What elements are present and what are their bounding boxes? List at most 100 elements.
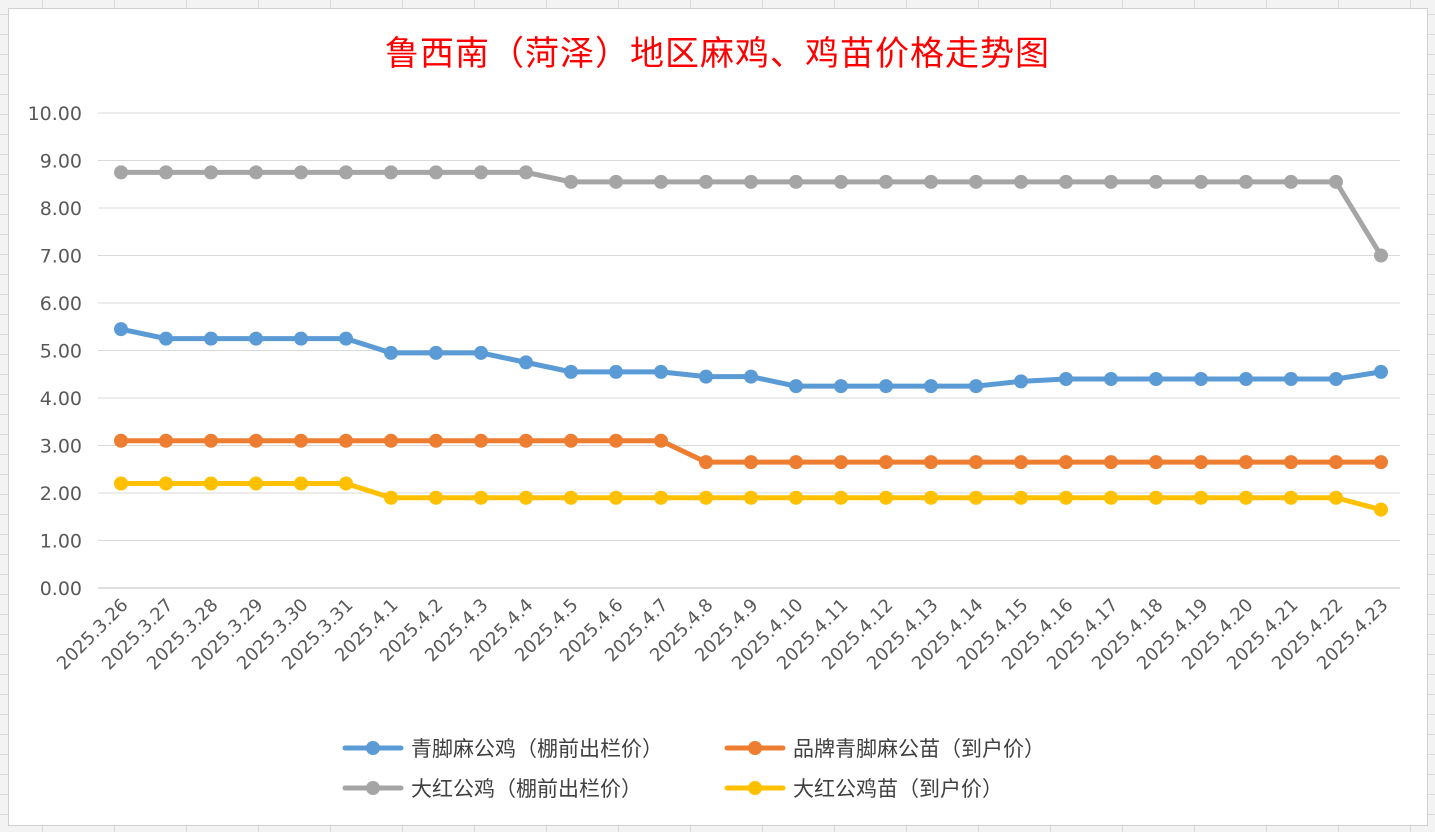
series-2-point bbox=[789, 455, 803, 470]
series-3-point bbox=[744, 174, 758, 189]
series-4-point bbox=[879, 490, 893, 505]
series-3-point bbox=[159, 165, 173, 180]
y-tick-label: 4.00 bbox=[40, 388, 82, 410]
series-1-point bbox=[654, 364, 668, 379]
series-4-point bbox=[1329, 490, 1343, 505]
series-1-point bbox=[1104, 372, 1118, 386]
series-3-point bbox=[519, 165, 533, 180]
series-1-point bbox=[744, 369, 758, 384]
series-3-point bbox=[609, 174, 623, 189]
series-1-point bbox=[1239, 372, 1253, 386]
series-2-point bbox=[249, 433, 263, 448]
series-1-point bbox=[294, 331, 308, 346]
series-1-point bbox=[384, 345, 398, 360]
series-3-point bbox=[1284, 174, 1298, 189]
series-4-point bbox=[1374, 502, 1388, 517]
series-4-point bbox=[654, 490, 668, 505]
series-2-point bbox=[879, 455, 893, 470]
y-tick-label: 5.00 bbox=[40, 341, 82, 363]
series-4-point bbox=[294, 476, 308, 491]
series-2-point bbox=[1194, 455, 1208, 470]
series-1-point bbox=[159, 331, 173, 346]
series-1-point bbox=[429, 345, 443, 360]
series-1-point bbox=[834, 379, 848, 394]
series-3-point bbox=[1239, 174, 1253, 189]
series-2-point bbox=[699, 455, 713, 470]
series-4-point bbox=[1284, 490, 1298, 505]
series-4-point bbox=[1059, 490, 1073, 505]
series-1-point bbox=[969, 379, 983, 394]
series-2-point bbox=[429, 433, 443, 448]
series-2-point bbox=[564, 433, 578, 448]
series-3-point bbox=[384, 165, 398, 180]
series-2-point bbox=[1059, 455, 1073, 470]
series-4-point bbox=[474, 490, 488, 505]
series-3-point bbox=[654, 174, 668, 189]
legend-label: 品牌青脚麻公苗（到户价） bbox=[793, 737, 1045, 761]
series-2-point bbox=[1284, 455, 1298, 470]
series-1-point bbox=[924, 379, 938, 394]
series-3-point bbox=[1374, 248, 1388, 263]
series-1-point bbox=[474, 345, 488, 360]
legend-swatch-marker bbox=[748, 781, 762, 795]
series-4-point bbox=[114, 476, 128, 491]
series-4-point bbox=[969, 490, 983, 505]
series-2-point bbox=[159, 433, 173, 448]
y-tick-label: 9.00 bbox=[40, 151, 82, 173]
series-3-point bbox=[834, 174, 848, 189]
series-1-point bbox=[249, 331, 263, 346]
series-3-point bbox=[474, 165, 488, 180]
series-3-point bbox=[204, 165, 218, 180]
series-2-point bbox=[654, 433, 668, 448]
series-4-point bbox=[429, 490, 443, 505]
series-4-point bbox=[384, 490, 398, 505]
series-1-point bbox=[1329, 372, 1343, 386]
series-1-point bbox=[1284, 372, 1298, 386]
series-3-point bbox=[429, 165, 443, 180]
series-4-point bbox=[1194, 490, 1208, 505]
legend-swatch-marker bbox=[748, 741, 762, 755]
series-1-point bbox=[609, 364, 623, 379]
series-4-point bbox=[1014, 490, 1028, 505]
series-2-point bbox=[204, 433, 218, 448]
series-2-point bbox=[114, 433, 128, 448]
series-4-point bbox=[249, 476, 263, 491]
legend-label: 大红公鸡苗（到户价） bbox=[793, 777, 1003, 801]
series-4-point bbox=[519, 490, 533, 505]
series-2-point bbox=[834, 455, 848, 470]
series-2-point bbox=[1104, 455, 1118, 470]
y-tick-label: 1.00 bbox=[40, 531, 82, 553]
series-3-point bbox=[294, 165, 308, 180]
legend-label: 大红公鸡（棚前出栏价） bbox=[411, 777, 642, 801]
series-4-point bbox=[609, 490, 623, 505]
series-2-point bbox=[519, 433, 533, 448]
series-3-point bbox=[699, 174, 713, 189]
y-tick-label: 10.00 bbox=[28, 103, 82, 125]
series-3-point bbox=[1014, 174, 1028, 189]
series-2-point bbox=[339, 433, 353, 448]
series-4-point bbox=[339, 476, 353, 491]
series-2-point bbox=[1014, 455, 1028, 470]
series-2-point bbox=[474, 433, 488, 448]
series-4-point bbox=[1239, 490, 1253, 505]
series-4-point bbox=[699, 490, 713, 505]
series-2-point bbox=[384, 433, 398, 448]
chart-area[interactable] bbox=[8, 8, 1428, 826]
series-3-point bbox=[249, 165, 263, 180]
series-3-point bbox=[969, 174, 983, 189]
series-3-point bbox=[789, 174, 803, 189]
series-1-point bbox=[1059, 372, 1073, 386]
series-3-point bbox=[1194, 174, 1208, 189]
y-tick-label: 6.00 bbox=[40, 293, 82, 315]
series-1-point bbox=[1194, 372, 1208, 386]
series-2-point bbox=[1149, 455, 1163, 470]
series-3-point bbox=[924, 174, 938, 189]
series-4-point bbox=[1104, 490, 1118, 505]
series-1-point bbox=[339, 331, 353, 346]
y-tick-label: 3.00 bbox=[40, 436, 82, 458]
series-1-point bbox=[879, 379, 893, 394]
series-2-point bbox=[1239, 455, 1253, 470]
series-2-point bbox=[1374, 455, 1388, 470]
series-4-point bbox=[564, 490, 578, 505]
series-2-point bbox=[744, 455, 758, 470]
